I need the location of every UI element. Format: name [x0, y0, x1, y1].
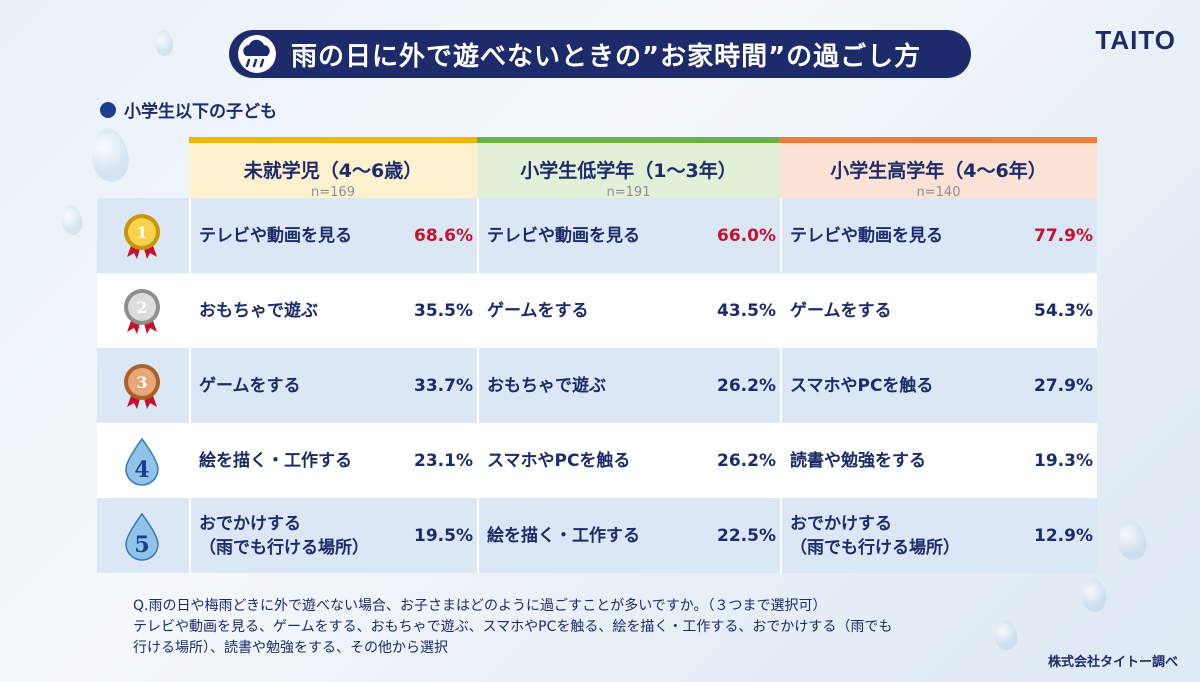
percentage-value: 68.6%	[414, 225, 473, 246]
table-cell: 読書や勉強をする 19.3%	[780, 423, 1097, 498]
percentage-value: 27.9%	[1034, 375, 1093, 396]
page-title: 雨の日に外で遊べないときの”お家時間”の過ごし方	[291, 41, 922, 72]
water-drop-icon: 5	[125, 512, 159, 561]
activity-label: スマホやPCを触る	[790, 375, 934, 396]
rank-number: 1	[136, 223, 147, 242]
activity-label: ゲームをする	[790, 300, 892, 321]
table-cell: スマホやPCを触る 26.2%	[477, 423, 780, 498]
table-row: 1 テレビや動画を見る 68.6% テレビや動画を見る 66.0% テレビや動画を見る 77…	[97, 198, 1097, 273]
sample-size: n=140	[916, 185, 961, 200]
rank-cell: 2	[97, 273, 187, 348]
percentage-value: 19.5%	[414, 525, 473, 546]
table-row: 5 おでかけする （雨でも行ける場所） 19.5% 絵を描く・工作する 22.5% おでか…	[97, 498, 1097, 573]
percentage-value: 26.2%	[717, 450, 776, 471]
bronze-medal-icon: 3	[124, 363, 160, 409]
raindrop-decoration	[1115, 518, 1149, 562]
sample-size: n=191	[606, 185, 651, 200]
percentage-value: 12.9%	[1034, 525, 1093, 546]
table-cell: ゲームをする 54.3%	[780, 273, 1097, 348]
rank-number: 3	[136, 373, 147, 392]
activity-label: おでかけする （雨でも行ける場所）	[790, 513, 960, 558]
activity-label: 絵を描く・工作する	[487, 525, 640, 546]
table-cell: テレビや動画を見る 77.9%	[780, 198, 1097, 273]
rank-cell: 1	[97, 198, 187, 273]
rank-number: 4	[134, 457, 149, 483]
activity-label: スマホやPCを触る	[487, 450, 631, 471]
column-name: 小学生低学年（1〜3年）	[520, 160, 737, 182]
column-name: 未就学児（4〜6歳）	[243, 160, 423, 182]
column-header: 未就学児（4〜6歳） n=169	[189, 137, 477, 200]
subtitle-text: 小学生以下の子ども	[124, 102, 277, 122]
activity-label: 絵を描く・工作する	[199, 450, 352, 471]
section-subtitle: 小学生以下の子ども	[100, 97, 277, 122]
question-line: テレビや動画を見る、ゲームをする、おもちゃで遊ぶ、スマホやPCを触る、絵を描く・…	[133, 619, 893, 635]
table-cell: おもちゃで遊ぶ 26.2%	[477, 348, 780, 423]
taito-logo: TAITO	[1095, 25, 1176, 55]
table-cell: テレビや動画を見る 66.0%	[477, 198, 780, 273]
rank-number: 2	[136, 298, 147, 317]
percentage-value: 19.3%	[1034, 450, 1093, 471]
table-row: 4 絵を描く・工作する 23.1% スマホやPCを触る 26.2% 読書や勉強をする 19.…	[97, 423, 1097, 498]
ranking-table: 未就学児（4〜6歳） n=169 小学生低学年（1〜3年） n=191 小学生高学年（4…	[97, 137, 1097, 573]
percentage-value: 66.0%	[717, 225, 776, 246]
rank-cell: 4	[97, 423, 187, 498]
title-bar: 雨の日に外で遊べないときの”お家時間”の過ごし方	[229, 30, 971, 78]
survey-question: Q.雨の日や梅雨どきに外で遊べない場合、お子さまはどのように過ごすことが多いです…	[133, 596, 1033, 659]
raindrop-decoration	[1079, 576, 1109, 614]
percentage-value: 77.9%	[1034, 225, 1093, 246]
water-drop-icon: 4	[125, 437, 159, 486]
rain-cloud-icon	[238, 35, 276, 73]
column-header: 小学生高学年（4〜6年） n=140	[780, 137, 1097, 200]
activity-label: テレビや動画を見る	[790, 225, 943, 246]
percentage-value: 35.5%	[414, 300, 473, 321]
question-line: Q.雨の日や梅雨どきに外で遊べない場合、お子さまはどのように過ごすことが多いです…	[133, 598, 827, 614]
table-row: 3 ゲームをする 33.7% おもちゃで遊ぶ 26.2% スマホやPCを触る 27.9%	[97, 348, 1097, 423]
table-cell: おもちゃで遊ぶ 35.5%	[189, 273, 477, 348]
activity-label: テレビや動画を見る	[199, 225, 352, 246]
column-name: 小学生高学年（4〜6年）	[830, 160, 1047, 182]
table-cell: ゲームをする 43.5%	[477, 273, 780, 348]
table-cell: 絵を描く・工作する 22.5%	[477, 498, 780, 573]
source-credit: 株式会社タイトー調べ	[1047, 655, 1178, 670]
table-cell: テレビや動画を見る 68.6%	[189, 198, 477, 273]
rank-number: 5	[134, 532, 149, 558]
rank-cell: 3	[97, 348, 187, 423]
activity-label: テレビや動画を見る	[487, 225, 640, 246]
table-cell: おでかけする （雨でも行ける場所） 19.5%	[189, 498, 477, 573]
table-cell: おでかけする （雨でも行ける場所） 12.9%	[780, 498, 1097, 573]
question-line: 行ける場所）、読書や勉強をする、その他から選択	[133, 640, 448, 656]
raindrop-decoration	[60, 203, 84, 237]
rank-cell: 5	[97, 498, 187, 573]
table-cell: 絵を描く・工作する 23.1%	[189, 423, 477, 498]
table-row: 2 おもちゃで遊ぶ 35.5% ゲームをする 43.5% ゲームをする 54.3%	[97, 273, 1097, 348]
bullet-icon	[100, 101, 116, 118]
percentage-value: 23.1%	[414, 450, 473, 471]
activity-label: ゲームをする	[199, 375, 301, 396]
percentage-value: 54.3%	[1034, 300, 1093, 321]
activity-label: おもちゃで遊ぶ	[487, 375, 606, 396]
raindrop-decoration	[153, 28, 175, 58]
column-header: 小学生低学年（1〜3年） n=191	[477, 137, 780, 200]
activity-label: おもちゃで遊ぶ	[199, 300, 318, 321]
silver-medal-icon: 2	[124, 288, 160, 334]
table-cell: ゲームをする 33.7%	[189, 348, 477, 423]
percentage-value: 33.7%	[414, 375, 473, 396]
sample-size: n=169	[311, 185, 355, 200]
percentage-value: 22.5%	[717, 525, 776, 546]
percentage-value: 43.5%	[717, 300, 776, 321]
table-cell: スマホやPCを触る 27.9%	[780, 348, 1097, 423]
gold-medal-icon: 1	[124, 213, 160, 259]
percentage-value: 26.2%	[717, 375, 776, 396]
activity-label: ゲームをする	[487, 300, 589, 321]
activity-label: 読書や勉強をする	[790, 450, 926, 471]
activity-label: おでかけする （雨でも行ける場所）	[199, 513, 369, 558]
